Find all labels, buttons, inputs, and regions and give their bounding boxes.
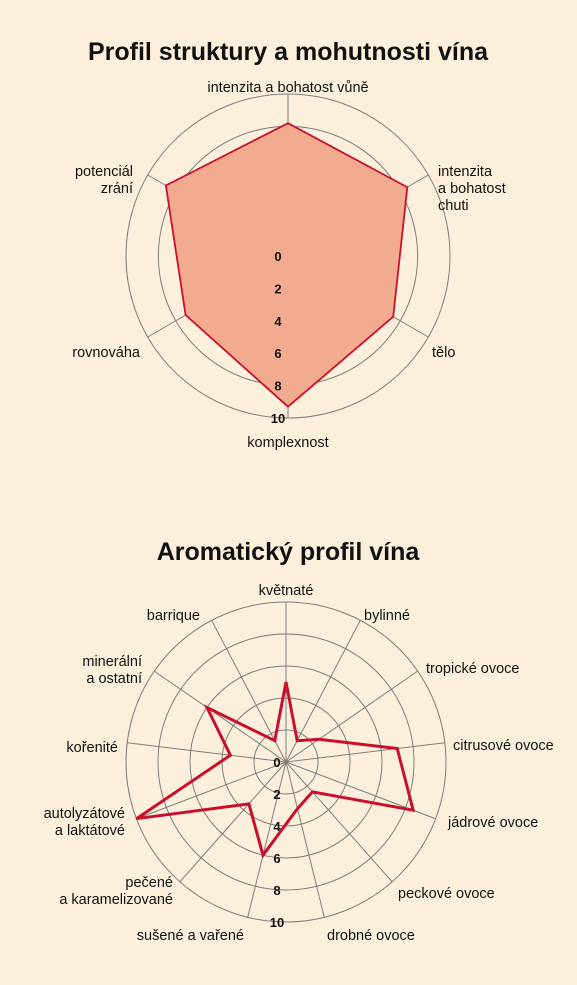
- axis-label: sušené a vařené: [137, 928, 244, 944]
- axis-spoke: [136, 761, 287, 820]
- axis-label: jádrové ovoce: [447, 815, 538, 831]
- tick-label: 2: [273, 787, 280, 802]
- axis-label: bylinné: [364, 608, 410, 624]
- data-polygon: [164, 122, 409, 408]
- tick-label: 8: [273, 883, 280, 898]
- axis-label: intenzita a bohatost vůně: [207, 80, 368, 96]
- axis-spoke: [127, 742, 287, 763]
- tick-label: 2: [274, 281, 281, 296]
- axis-spoke: [285, 670, 418, 763]
- tick-label: 4: [274, 314, 282, 329]
- axis-label: peckové ovoce: [398, 886, 495, 902]
- chart-title: Aromatický profil vína: [157, 538, 421, 566]
- tick-label: 0: [274, 249, 281, 264]
- structure-radar-chart: Profil struktury a mohutnosti vína 0 2 4 6 8 1…: [72, 38, 505, 451]
- axis-spoke: [285, 620, 361, 763]
- axis-label: tělo: [432, 345, 455, 361]
- tick-label: 6: [274, 346, 281, 361]
- axis-spoke: [247, 761, 287, 918]
- axis-spoke: [285, 761, 393, 883]
- chart-title: Profil struktury a mohutnosti vína: [88, 38, 489, 66]
- tick-label: 0: [273, 755, 280, 770]
- axis-spoke: [285, 761, 325, 918]
- axis-label: květnaté: [259, 583, 314, 599]
- tick-label: 4: [273, 819, 281, 834]
- tick-label: 10: [271, 411, 285, 426]
- axis-label: autolyzátové a laktátové: [44, 806, 125, 839]
- axis-label: potenciál zrání: [75, 164, 133, 197]
- axis-spoke: [211, 620, 287, 763]
- tick-label: 6: [273, 851, 280, 866]
- tick-label: 10: [270, 915, 284, 930]
- data-polygon: [135, 681, 416, 859]
- axis-label: intenzita a bohatost chuti: [438, 164, 506, 214]
- axis-spoke: [154, 670, 287, 763]
- axis-spoke: [285, 742, 445, 763]
- axis-label: komplexnost: [247, 435, 328, 451]
- axis-spoke: [179, 761, 287, 883]
- axis-label: drobné ovoce: [327, 928, 415, 944]
- axis-label: tropické ovoce: [426, 661, 520, 677]
- axis-label: minerální a ostatní: [82, 654, 142, 687]
- axis-label: citrusové ovoce: [453, 738, 554, 754]
- axis-label: barrique: [147, 608, 200, 624]
- aroma-radar-chart: Aromatický profil vína 0 2 4 6 8 10 květnaté byl…: [44, 538, 554, 944]
- axis-label: pečené a karamelizované: [59, 875, 173, 908]
- axis-label: rovnováha: [72, 345, 141, 361]
- tick-label: 8: [274, 379, 281, 394]
- axis-label: kořenité: [66, 740, 118, 756]
